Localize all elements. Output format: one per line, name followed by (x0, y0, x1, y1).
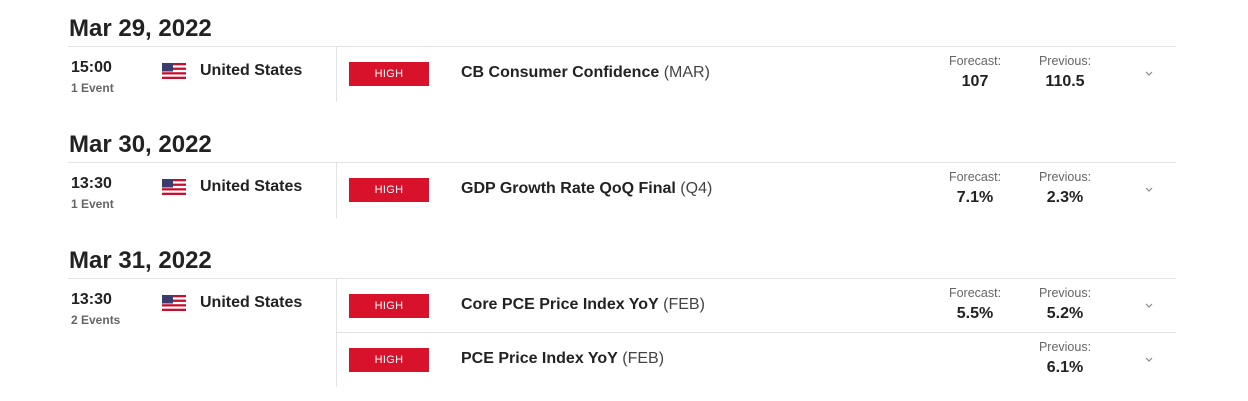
us-flag-icon (162, 63, 186, 79)
events-count: 1 Event (71, 81, 114, 95)
forecast-value: 107 (961, 73, 989, 90)
previous-stat: Previous: 2.3% (1025, 170, 1105, 208)
forecast-stat: Forecast: 7.1% (935, 170, 1015, 208)
previous-stat: Previous: 5.2% (1025, 286, 1105, 324)
previous-value: 5.2% (1046, 305, 1084, 322)
impact-badge: HIGH (349, 294, 429, 318)
chevron-down-icon[interactable] (1142, 67, 1156, 79)
event-title: Core PCE Price Index YoY (461, 296, 659, 313)
us-flag-icon (162, 179, 186, 195)
column-divider (336, 279, 337, 387)
forecast-label: Forecast: (948, 170, 1002, 184)
event-name[interactable]: PCE Price Index YoY (FEB) (461, 349, 664, 369)
previous-label: Previous: (1038, 340, 1092, 354)
date-heading: Mar 31, 2022 (68, 243, 1176, 279)
event-name[interactable]: GDP Growth Rate QoQ Final (Q4) (461, 179, 712, 199)
impact-badge: HIGH (349, 178, 429, 202)
forecast-value: 5.5% (956, 305, 994, 322)
event-time: 13:30 (71, 291, 112, 308)
event-row[interactable]: HIGH PCE Price Index YoY (FEB) Previous:… (337, 332, 1176, 385)
chevron-down-icon[interactable] (1142, 183, 1156, 195)
events-count: 2 Events (71, 313, 121, 327)
impact-badge: HIGH (349, 62, 429, 86)
event-row[interactable]: HIGH Core PCE Price Index YoY (FEB) Fore… (337, 279, 1176, 332)
country: United States (162, 294, 302, 312)
country-name: United States (200, 178, 303, 195)
previous-label: Previous: (1038, 54, 1092, 68)
chevron-down-icon[interactable] (1142, 353, 1156, 365)
impact-badge: HIGH (349, 348, 429, 372)
previous-value: 6.1% (1046, 359, 1084, 376)
chevron-down-icon[interactable] (1142, 299, 1156, 311)
event-name[interactable]: Core PCE Price Index YoY (FEB) (461, 295, 705, 315)
event-group: 13:30 1 Event United States HIGH GDP Gro… (68, 163, 1176, 218)
country-name: United States (200, 294, 303, 311)
forecast-value: 7.1% (956, 189, 994, 206)
event-period: (FEB) (663, 296, 705, 313)
previous-value: 110.5 (1045, 73, 1085, 90)
event-row[interactable]: HIGH CB Consumer Confidence (MAR) Foreca… (337, 47, 1176, 100)
date-heading: Mar 30, 2022 (68, 127, 1176, 163)
event-name[interactable]: CB Consumer Confidence (MAR) (461, 63, 710, 83)
event-group: 13:30 2 Events United States HIGH Core P… (68, 279, 1176, 387)
event-group: 15:00 1 Event United States HIGH CB Cons… (68, 47, 1176, 102)
forecast-stat: Forecast: 5.5% (935, 286, 1015, 324)
event-period: (FEB) (622, 350, 665, 367)
day-section: Mar 30, 2022 13:30 1 Event United States… (68, 127, 1176, 218)
event-row[interactable]: HIGH GDP Growth Rate QoQ Final (Q4) Fore… (337, 163, 1176, 216)
forecast-label: Forecast: (948, 286, 1002, 300)
event-title: PCE Price Index YoY (461, 350, 618, 367)
event-period: (MAR) (663, 64, 710, 81)
country-name: United States (200, 62, 303, 79)
event-title: GDP Growth Rate QoQ Final (461, 180, 676, 197)
us-flag-icon (162, 295, 186, 311)
column-divider (336, 163, 337, 218)
country: United States (162, 62, 302, 80)
forecast-stat: Forecast: 107 (935, 54, 1015, 92)
events-count: 1 Event (71, 197, 114, 211)
event-time: 15:00 (71, 59, 112, 76)
previous-stat: Previous: 6.1% (1025, 340, 1105, 378)
previous-label: Previous: (1038, 170, 1092, 184)
previous-label: Previous: (1038, 286, 1092, 300)
previous-stat: Previous: 110.5 (1025, 54, 1105, 92)
date-heading: Mar 29, 2022 (68, 11, 1176, 47)
day-section: Mar 29, 2022 15:00 1 Event United States… (68, 11, 1176, 102)
day-section: Mar 31, 2022 13:30 2 Events United State… (68, 243, 1176, 387)
forecast-label: Forecast: (948, 54, 1002, 68)
event-period: (Q4) (680, 180, 713, 197)
previous-value: 2.3% (1046, 189, 1084, 206)
country: United States (162, 178, 302, 196)
column-divider (336, 47, 337, 102)
event-title: CB Consumer Confidence (461, 64, 660, 81)
event-time: 13:30 (71, 175, 112, 192)
